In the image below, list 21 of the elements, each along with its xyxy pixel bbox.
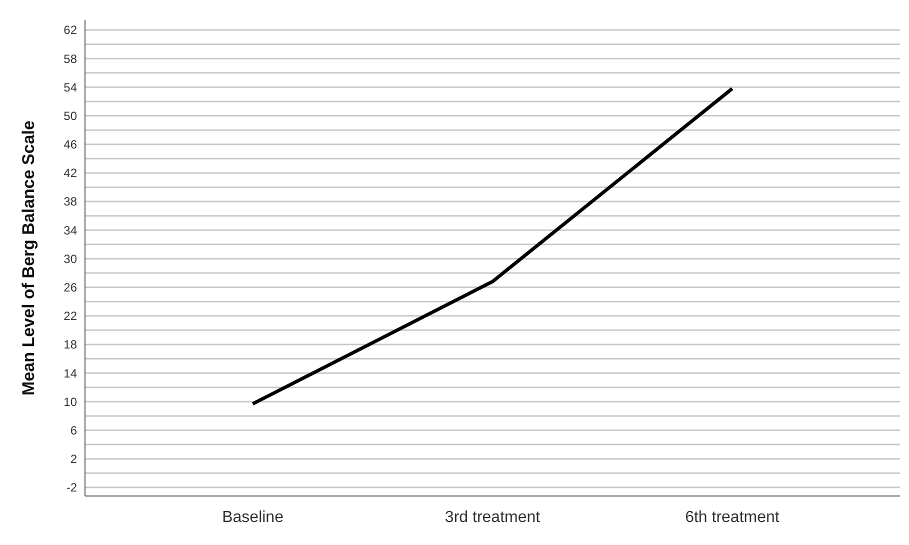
y-tick-label: 62 <box>64 23 78 38</box>
y-tick-label: 18 <box>64 338 78 352</box>
y-tick-label: -2 <box>66 480 78 495</box>
y-tick-label: 10 <box>64 394 78 409</box>
y-tick-label: 38 <box>64 194 78 209</box>
y-tick-label: 34 <box>64 223 78 238</box>
y-tick-label: 14 <box>64 366 78 380</box>
y-tick-label: 6 <box>70 423 78 438</box>
y-tick-label: 26 <box>64 280 78 295</box>
y-tick-label: 50 <box>64 108 78 123</box>
y-tick-label: 30 <box>64 252 78 266</box>
x-tick-label: Baseline <box>222 509 284 526</box>
y-tick-label: 58 <box>64 52 78 66</box>
y-tick-label: 42 <box>64 166 78 180</box>
y-tick-label: 46 <box>64 138 78 152</box>
x-tick-label: 6th treatment <box>685 509 780 526</box>
y-axis-title: Mean Level of Berg Balance Scale <box>19 120 38 396</box>
x-tick-label: 3rd treatment <box>444 509 541 526</box>
y-tick-label: 54 <box>64 80 78 94</box>
y-tick-label: 22 <box>64 309 78 324</box>
y-tick-label: 2 <box>70 452 78 466</box>
